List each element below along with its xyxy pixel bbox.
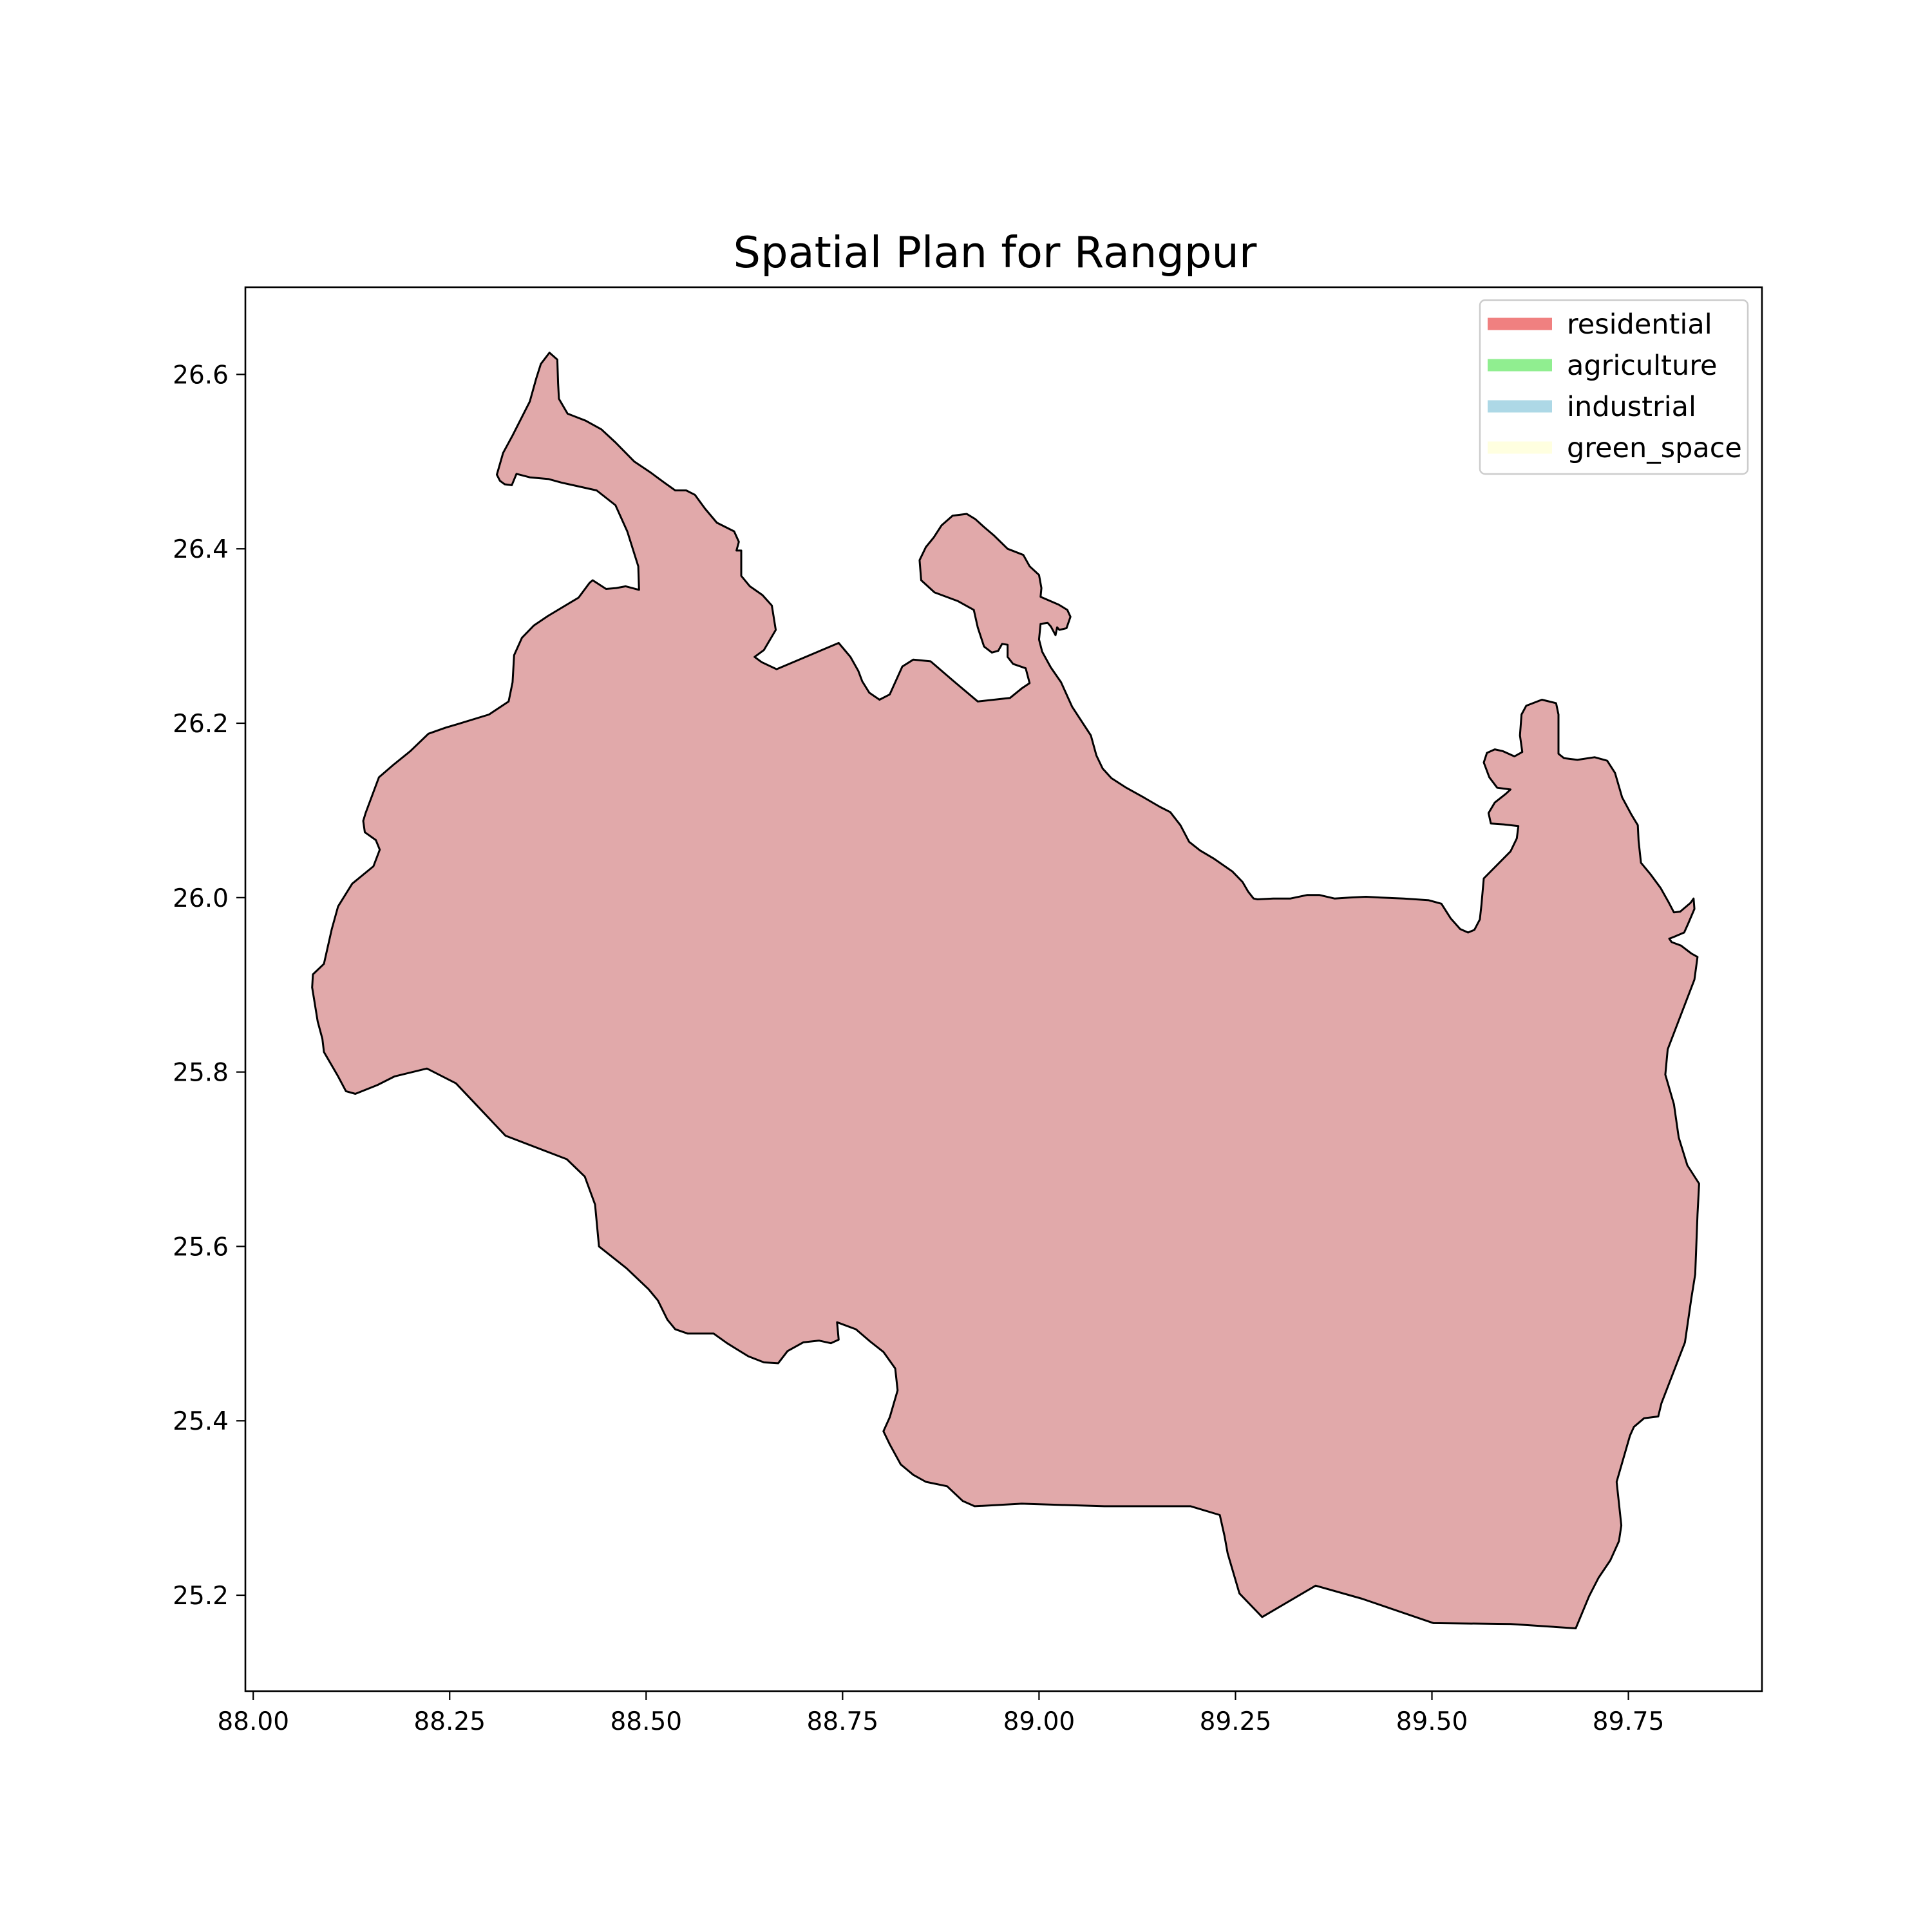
x-tick-label: 88.75 (807, 1707, 879, 1736)
legend-label-agriculture: agriculture (1567, 350, 1717, 382)
y-tick-label: 25.8 (173, 1059, 229, 1088)
y-tick-label: 25.4 (173, 1407, 229, 1436)
y-tick-label: 25.6 (173, 1233, 229, 1262)
region-layer (311, 352, 1700, 1629)
y-axis: 25.2 25.4 25.6 25.8 26.0 26.2 26.4 26.6 (173, 361, 245, 1611)
x-tick-label: 89.25 (1200, 1707, 1272, 1736)
legend-label-green_space: green_space (1567, 432, 1742, 464)
x-axis: 88.00 88.25 88.50 88.75 89.00 89.25 89.50 89.75 (217, 1691, 1664, 1736)
y-tick-label: 26.2 (173, 710, 229, 739)
legend-label-residential: residential (1567, 308, 1712, 341)
legend-box (1479, 299, 1749, 475)
y-tick-label: 26.0 (173, 884, 229, 913)
x-tick-label: 89.00 (1003, 1707, 1075, 1736)
x-tick-label: 89.75 (1593, 1707, 1665, 1736)
x-tick-label: 89.50 (1396, 1707, 1468, 1736)
chart-title: Spatial Plan for Rangpur (734, 227, 1257, 278)
legend: residential agriculture industrial green_sp… (1479, 299, 1749, 475)
y-tick-label: 26.4 (173, 535, 229, 564)
y-tick-label: 26.6 (173, 361, 229, 390)
map-axes: 88.00 88.25 88.50 88.75 89.00 89.25 89.50 89.75… (173, 286, 1763, 1736)
axes-frame (244, 286, 1763, 1692)
legend-items: residential agriculture industrial green_sp… (1488, 308, 1742, 464)
x-tick-label: 88.25 (413, 1707, 486, 1736)
x-tick-label: 88.50 (610, 1707, 682, 1736)
region-rangpur (311, 352, 1700, 1629)
x-tick-label: 88.00 (217, 1707, 289, 1736)
y-tick-label: 25.2 (173, 1582, 229, 1611)
legend-label-industrial: industrial (1567, 391, 1696, 423)
